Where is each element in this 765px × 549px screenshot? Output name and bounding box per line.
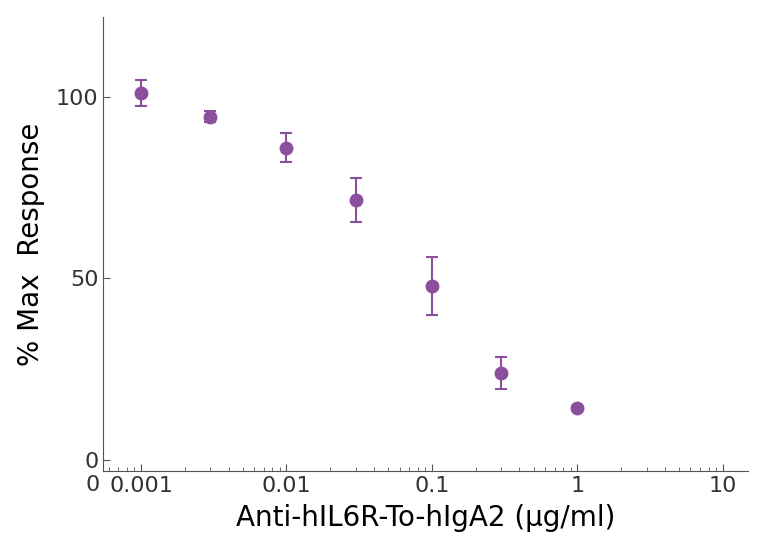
X-axis label: Anti-hIL6R-To-hIgA2 (μg/ml): Anti-hIL6R-To-hIgA2 (μg/ml) <box>236 505 616 533</box>
Text: 0: 0 <box>86 475 100 495</box>
Y-axis label: % Max  Response: % Max Response <box>17 122 44 366</box>
